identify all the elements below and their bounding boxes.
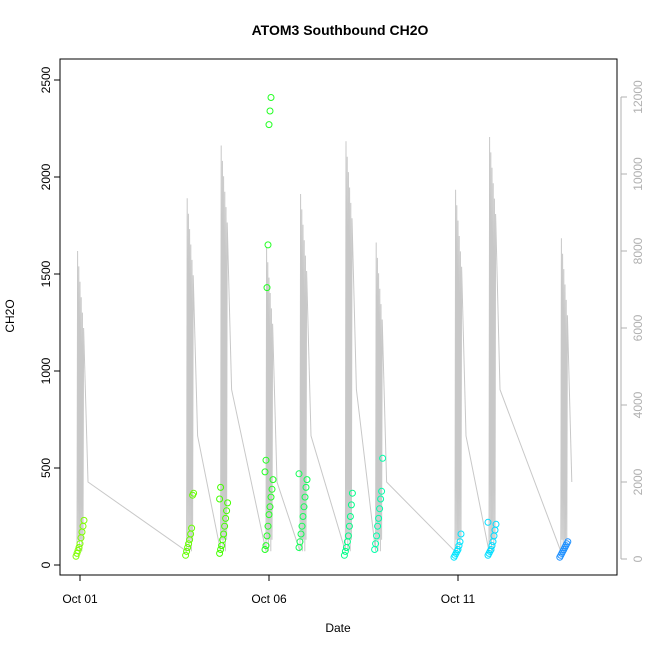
data-point xyxy=(302,483,310,491)
data-point xyxy=(484,518,492,526)
right-y-tick-label: 8000 xyxy=(631,237,645,264)
data-point xyxy=(301,493,309,501)
data-point xyxy=(262,456,270,464)
altitude-track xyxy=(76,136,573,553)
right-y-tick-label: 2000 xyxy=(631,468,645,495)
data-point xyxy=(457,530,465,538)
data-point xyxy=(261,468,269,476)
data-point xyxy=(223,507,231,515)
right-y-tick-label: 4000 xyxy=(631,391,645,418)
data-point xyxy=(295,470,303,478)
data-point xyxy=(454,546,462,553)
plot-box xyxy=(59,58,618,576)
y-axis: 0 500 1000 1500 2000 2500 xyxy=(39,66,60,568)
data-point xyxy=(263,284,271,292)
data-point xyxy=(268,485,276,493)
data-point xyxy=(222,514,230,522)
data-point xyxy=(264,241,272,249)
data-point xyxy=(74,547,82,554)
x-axis: Oct 01 Oct 06 Oct 11 xyxy=(62,575,476,606)
y-tick-label: 1500 xyxy=(39,260,53,287)
data-point xyxy=(296,538,304,546)
data-point xyxy=(188,524,196,532)
data-point xyxy=(183,547,191,555)
data-point xyxy=(456,538,464,546)
data-point xyxy=(262,542,270,550)
altitude-line xyxy=(76,136,573,553)
data-point xyxy=(373,532,381,540)
y-tick-label: 500 xyxy=(39,458,53,478)
data-point xyxy=(269,476,277,484)
data-point xyxy=(488,542,496,550)
x-axis-label: Date xyxy=(325,621,351,635)
chart-title: ATOM3 Southbound CH2O xyxy=(252,22,429,38)
data-point xyxy=(344,532,352,540)
data-point xyxy=(341,547,349,555)
data-point xyxy=(221,522,229,530)
data-point xyxy=(75,544,83,551)
data-point xyxy=(376,505,384,513)
data-point xyxy=(217,483,225,491)
data-point xyxy=(487,546,495,553)
data-point xyxy=(266,503,274,511)
data-point xyxy=(297,530,305,538)
y-tick-label: 2500 xyxy=(39,66,53,93)
data-point xyxy=(216,549,224,557)
data-point xyxy=(185,540,193,548)
data-point xyxy=(340,551,348,559)
right-y-tick-label: 0 xyxy=(631,555,645,562)
data-point xyxy=(300,503,308,511)
data-point xyxy=(217,546,225,553)
right-y-axis: 0 2000 4000 6000 8000 10000 12000 xyxy=(620,80,645,562)
data-point xyxy=(371,546,379,553)
data-point xyxy=(345,522,353,530)
data-point xyxy=(224,499,232,507)
data-point xyxy=(267,94,275,101)
data-point xyxy=(265,121,273,129)
data-point xyxy=(303,476,311,484)
y-tick-label: 1000 xyxy=(39,357,53,384)
x-tick-label: Oct 11 xyxy=(441,592,476,606)
x-tick-label: Oct 01 xyxy=(62,592,98,606)
right-y-tick-label: 12000 xyxy=(631,80,645,114)
data-point xyxy=(267,493,275,501)
data-point xyxy=(264,522,272,530)
data-point xyxy=(379,454,387,462)
data-point xyxy=(298,522,306,530)
data-point xyxy=(564,538,572,546)
data-point xyxy=(190,489,198,497)
data-point xyxy=(263,532,271,540)
data-point xyxy=(182,551,190,559)
data-point xyxy=(73,549,81,557)
data-point xyxy=(265,511,273,519)
data-point xyxy=(346,513,354,520)
x-tick-label: Oct 06 xyxy=(251,592,287,606)
data-point xyxy=(378,487,386,495)
data-point xyxy=(372,540,380,548)
y-tick-label: 2000 xyxy=(39,163,53,190)
data-point xyxy=(492,520,500,528)
data-points xyxy=(72,94,572,561)
y-tick-label: 0 xyxy=(39,561,53,568)
data-point xyxy=(299,513,307,520)
right-y-tick-label: 10000 xyxy=(631,157,645,191)
data-point xyxy=(261,546,269,553)
data-point xyxy=(377,495,385,503)
data-point xyxy=(80,516,88,524)
data-point xyxy=(216,495,224,503)
data-point xyxy=(266,107,274,115)
data-point xyxy=(375,514,383,522)
data-point xyxy=(220,530,228,538)
data-point xyxy=(374,522,382,530)
data-point xyxy=(184,544,192,551)
data-point xyxy=(348,489,356,497)
y-axis-label: CH2O xyxy=(3,299,17,332)
data-point xyxy=(455,542,463,550)
right-y-tick-label: 6000 xyxy=(631,314,645,341)
data-point xyxy=(347,501,355,509)
